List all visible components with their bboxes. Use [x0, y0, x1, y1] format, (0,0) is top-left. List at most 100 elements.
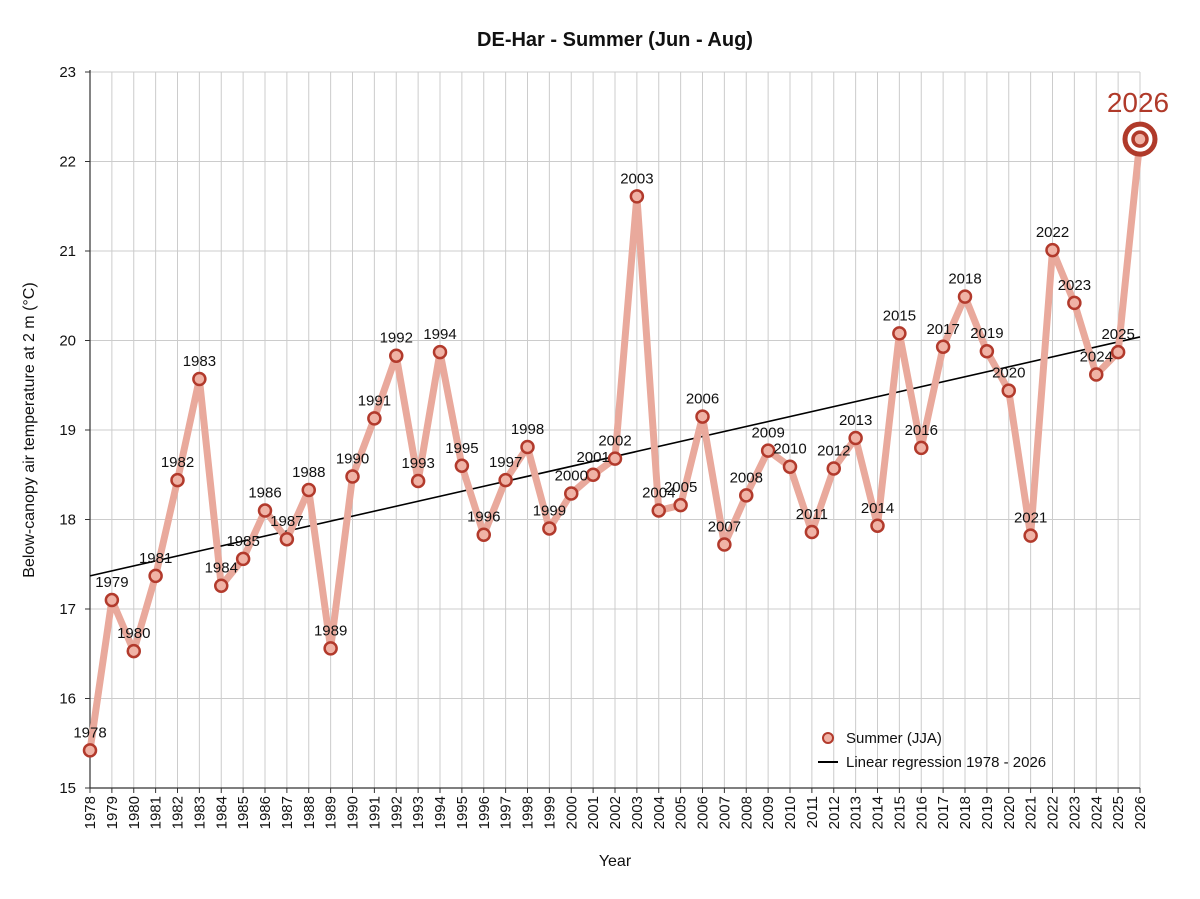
x-tick-label: 1979 — [104, 796, 121, 829]
data-point — [1067, 295, 1082, 311]
data-point — [301, 482, 316, 498]
legend-marker-summer — [822, 732, 834, 744]
data-point — [673, 497, 688, 513]
y-tick-label: 20 — [59, 333, 76, 350]
x-tick-label: 1995 — [454, 796, 471, 829]
x-tick-label: 1989 — [323, 796, 340, 829]
point-label: 1995 — [445, 440, 478, 457]
point-label: 2000 — [555, 468, 588, 485]
point-label: 1990 — [336, 451, 369, 468]
data-point — [257, 503, 273, 518]
y-tick-label: 15 — [59, 780, 76, 797]
data-point — [367, 411, 382, 426]
point-label: 2021 — [1014, 510, 1047, 527]
y-tick-label: 22 — [59, 154, 76, 171]
point-label: 1980 — [117, 625, 150, 642]
point-label: 1991 — [358, 392, 391, 409]
data-point — [760, 443, 776, 458]
data-point — [848, 430, 863, 446]
x-tick-label: 2018 — [957, 796, 974, 829]
y-tick-label: 19 — [59, 422, 76, 439]
data-point — [782, 459, 798, 474]
y-tick-label: 17 — [59, 601, 76, 618]
point-label: 2010 — [773, 441, 806, 458]
data-point — [892, 326, 907, 341]
legend: Summer (JJA) Linear regression 1978 - 202… — [818, 730, 1046, 771]
data-point — [192, 371, 207, 387]
x-tick-label: 2016 — [913, 796, 930, 829]
point-label: 2022 — [1036, 224, 1069, 241]
point-label: 2001 — [576, 449, 609, 466]
data-point — [651, 503, 666, 518]
data-point — [476, 527, 491, 542]
point-label: 1994 — [423, 326, 456, 343]
data-point — [695, 409, 710, 424]
x-tick-label: 2007 — [716, 796, 733, 829]
chart-title: DE-Har - Summer (Jun - Aug) — [477, 29, 753, 51]
x-tick-label: 1997 — [498, 796, 515, 829]
point-label: 2020 — [992, 365, 1025, 382]
point-label: 2016 — [905, 422, 938, 439]
data-point — [1131, 130, 1149, 148]
point-label: 1981 — [139, 550, 172, 567]
data-point — [126, 643, 141, 659]
x-tick-label: 2015 — [891, 796, 908, 829]
x-tick-label: 1986 — [257, 796, 274, 829]
x-tick-label: 1984 — [213, 796, 230, 829]
x-tick-label: 2001 — [585, 796, 602, 829]
x-tick-label: 2022 — [1045, 796, 1062, 829]
x-tick-label: 1981 — [148, 796, 165, 829]
data-point — [345, 469, 360, 484]
point-label: 1987 — [270, 513, 303, 530]
x-tick-label: 2011 — [804, 796, 821, 828]
data-point — [739, 488, 754, 503]
x-tick-label: 2006 — [695, 796, 712, 829]
data-point — [957, 289, 973, 304]
x-tick-label: 2004 — [651, 796, 668, 829]
x-tick-label: 1987 — [279, 796, 296, 829]
point-label: 2017 — [926, 321, 959, 338]
point-label: 1993 — [401, 455, 434, 472]
data-point — [979, 343, 995, 359]
x-tick-label: 2014 — [870, 796, 887, 829]
x-tick-label: 1982 — [170, 796, 187, 829]
data-point — [870, 518, 885, 534]
data-point — [432, 344, 448, 360]
point-label: 2013 — [839, 412, 872, 429]
data-point — [520, 439, 535, 455]
point-labels: 1978 1979 1980 1981 1982 1983 1984 1985 1986 1987… — [73, 87, 1169, 741]
x-tick-label: 2021 — [1023, 796, 1040, 829]
point-label: 2011 — [796, 506, 828, 523]
data-point — [826, 461, 841, 476]
data-point — [148, 568, 163, 584]
x-tick-label: 1988 — [301, 796, 318, 829]
data-point — [498, 472, 513, 488]
x-tick-label: 2002 — [607, 796, 624, 829]
y-tick-label: 23 — [59, 64, 76, 81]
point-label: 2004 — [642, 485, 675, 502]
data-point — [607, 451, 623, 466]
x-tick-label: 1990 — [345, 796, 362, 829]
x-tick-label: 2008 — [738, 796, 755, 829]
x-tick-label: 2013 — [848, 796, 865, 829]
point-label: 2024 — [1080, 349, 1113, 366]
data-point — [717, 537, 732, 552]
x-tick-label: 2012 — [826, 796, 843, 829]
point-label: 1998 — [511, 421, 544, 438]
data-point — [323, 641, 338, 656]
point-label: 1984 — [205, 560, 238, 577]
highlight-label: 2026 — [1107, 87, 1169, 118]
point-label: 1979 — [95, 574, 128, 591]
point-label: 2023 — [1058, 277, 1091, 294]
point-label: 1997 — [489, 454, 522, 471]
data-point — [585, 467, 601, 482]
x-tick-label: 2017 — [935, 796, 952, 829]
point-label: 2002 — [598, 433, 631, 450]
data-point — [235, 551, 251, 567]
y-tick-label: 16 — [59, 691, 76, 708]
data-point — [389, 348, 404, 363]
data-point — [1045, 242, 1060, 258]
point-label: 2008 — [730, 469, 763, 486]
x-tick-label: 1991 — [366, 796, 383, 829]
